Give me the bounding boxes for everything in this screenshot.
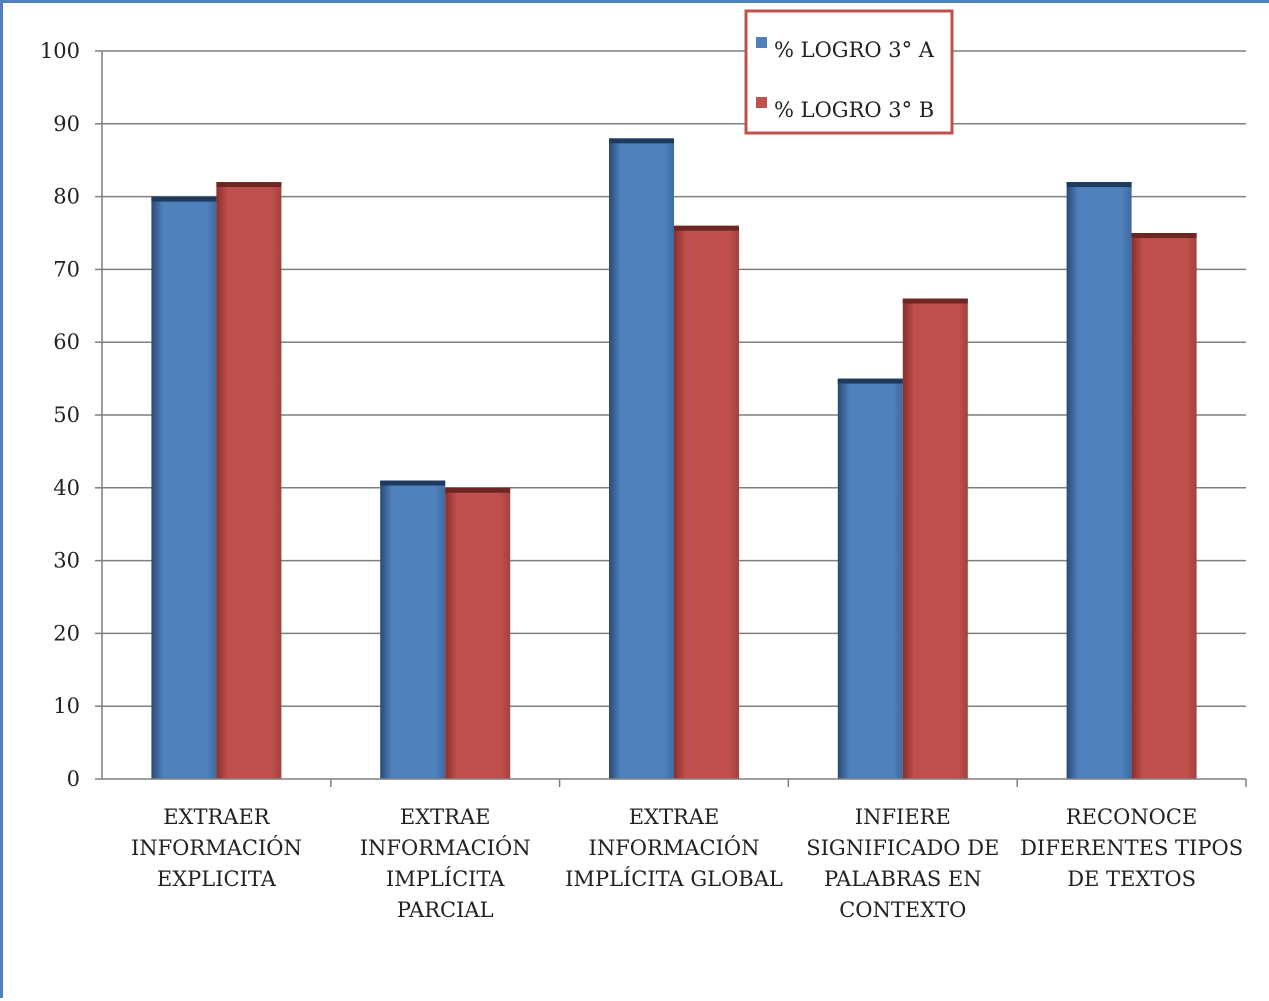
y-tick-label: 30 (53, 549, 80, 573)
bar-body (674, 225, 739, 780)
y-tick-label: 100 (40, 39, 80, 63)
bar-body (216, 182, 282, 780)
y-tick-label: 10 (53, 694, 80, 718)
x-category-label: EXTRAE INFORMACIÓN IMPLÍCITA PARCIAL (360, 805, 531, 922)
legend-label: % LOGRO 3° A (774, 38, 935, 62)
bar-b-2 (674, 225, 739, 780)
bar-body (1131, 233, 1197, 779)
y-tick-label: 90 (53, 112, 80, 136)
legend-box (744, 9, 954, 135)
legend: % LOGRO 3° A % LOGRO 3° B (744, 9, 954, 135)
bar-top-edge (674, 225, 739, 231)
bar-b-3 (902, 298, 968, 779)
bar-a-4 (1066, 182, 1132, 780)
y-tick-label: 50 (53, 403, 80, 427)
bar-a-0 (151, 196, 217, 780)
bar-b-4 (1131, 233, 1197, 779)
bar-top-edge (1066, 182, 1132, 188)
y-tick-label: 40 (53, 476, 80, 500)
bar-body (609, 138, 674, 780)
bar-top-edge (902, 298, 968, 304)
bar-body (837, 378, 903, 779)
bar-top-edge (1131, 233, 1197, 238)
bar-top-edge (151, 196, 217, 202)
y-tick-label: 60 (53, 330, 80, 354)
bar-a-2 (609, 138, 674, 780)
bar-a-3 (837, 378, 903, 779)
axes (95, 50, 1247, 787)
x-category-label: INFIERE SIGNIFICADO DE PALABRAS EN CONTEXTO (806, 805, 999, 922)
bar-body (380, 480, 446, 779)
legend-swatch (756, 37, 767, 48)
bar-top-edge (216, 182, 282, 188)
legend-swatch (756, 97, 767, 108)
bar-a-1 (380, 480, 446, 779)
bar-body (445, 487, 511, 779)
bar-b-0 (216, 182, 282, 780)
y-tick-label: 20 (53, 621, 80, 645)
bar-body (902, 298, 968, 779)
bar-top-edge (609, 138, 674, 144)
bar-top-edge (837, 378, 903, 384)
y-axis-ticks: 0 10 20 30 40 50 60 70 80 90 100 (40, 39, 80, 791)
x-category-label: EXTRAER INFORMACIÓN EXPLICITA (131, 805, 302, 891)
bar-body (1066, 182, 1132, 780)
x-axis-category-labels: EXTRAER INFORMACIÓN EXPLICITA EXTRAE INFORMA… (131, 805, 1243, 922)
x-category-label: EXTRAE INFORMACIÓN IMPLÍCITA GLOBAL (565, 805, 783, 891)
bar-top-edge (445, 487, 511, 493)
bar-top-edge (380, 480, 446, 486)
bars (151, 138, 1197, 780)
legend-label: % LOGRO 3° B (774, 98, 934, 122)
y-tick-label: 0 (67, 767, 80, 791)
x-category-label: RECONOCE DIFERENTES TIPOS DE TEXTOS (1020, 805, 1243, 891)
bar-b-1 (445, 487, 511, 779)
y-tick-label: 70 (53, 257, 80, 281)
y-tick-label: 80 (53, 185, 80, 209)
bar-body (151, 196, 217, 780)
bar-chart: 0 10 20 30 40 50 60 70 80 90 100 EXTRAER INFORMACIÓ… (40, 9, 1247, 922)
